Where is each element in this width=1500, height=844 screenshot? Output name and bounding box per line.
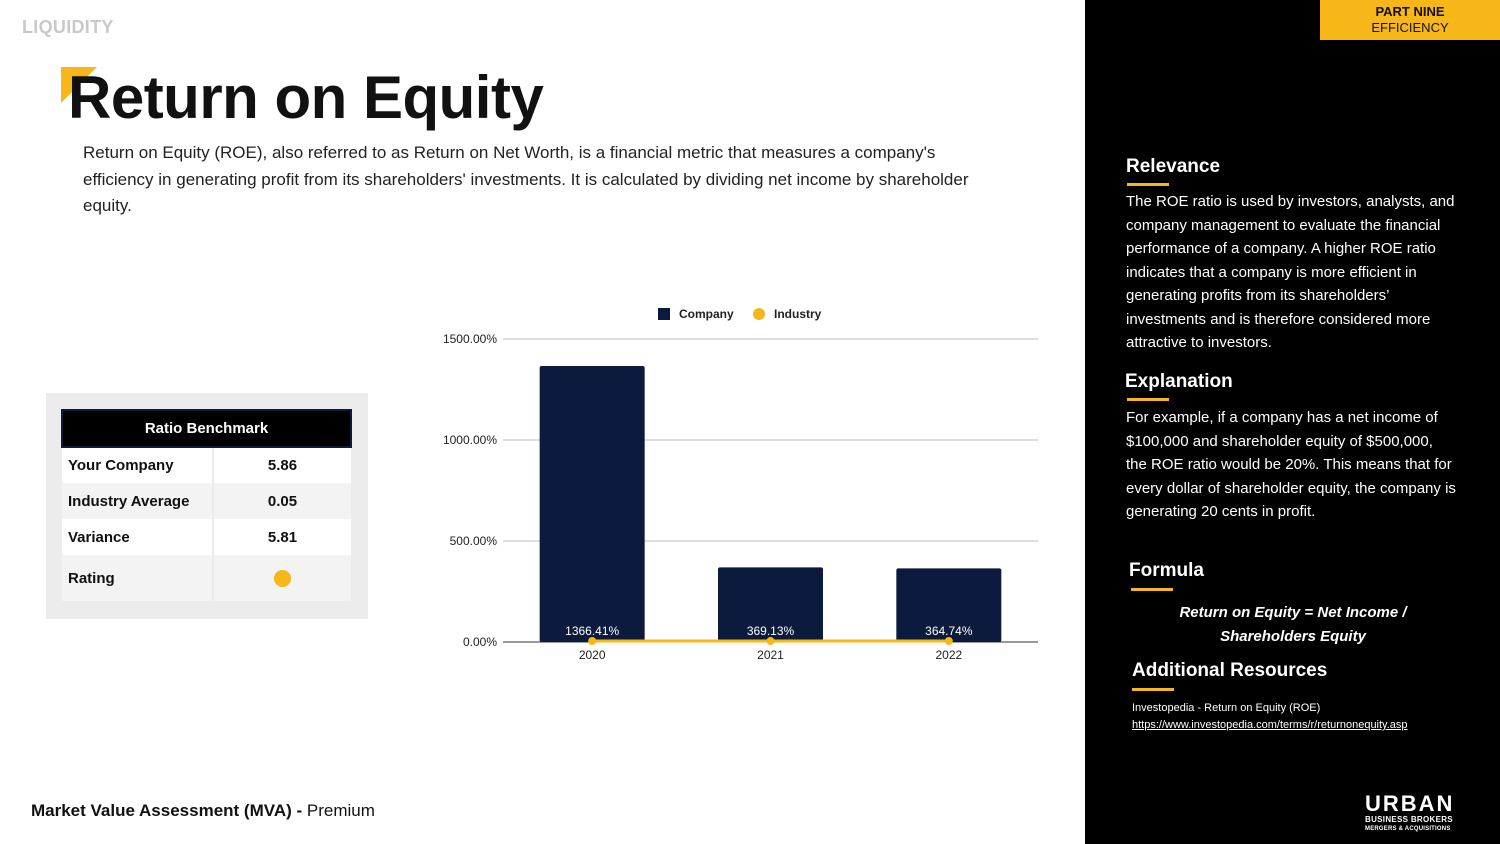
heading-underline [1132,688,1174,691]
section-tag: LIQUIDITY [22,17,114,37]
title-accent-shape [61,67,97,103]
rating-label: Rating [62,555,214,601]
explanation-heading: Explanation [1125,371,1233,392]
benchmark-value: 0.05 [213,483,351,519]
table-row: Industry Average 0.05 [62,483,351,519]
resources-heading: Additional Resources [1132,660,1328,681]
resource-link[interactable]: https://www.investopedia.com/terms/r/ret… [1132,719,1408,731]
legend-swatch-company [658,308,670,320]
bar-data-label: 364.74% [925,624,973,638]
legend-swatch-industry [753,308,765,320]
bar-data-label: 369.13% [747,624,795,638]
relevance-heading: Relevance [1126,156,1221,177]
intro-paragraph: Return on Equity (ROE), also referred to… [83,143,969,215]
y-tick-label: 1500.00% [443,332,497,346]
industry-point [766,636,775,645]
bar-data-label: 1366.41% [565,624,619,638]
industry-point [588,636,597,645]
x-tick-label: 2020 [579,648,606,662]
heading-underline [1127,398,1169,401]
benchmark-label: Variance [62,519,214,555]
logo-line2: MERGERS & ACQUISITIONS [1365,826,1451,832]
footer-title: Market Value Assessment (MVA) - [31,801,303,820]
table-row: Rating [62,555,351,601]
heading-underline [1131,588,1173,591]
info-sidebar [1085,0,1500,844]
company-bar [896,568,1002,642]
roe-bar-chart: 0.00% 500.00% 1000.00% 1500.00% 1366.41% 2020… [443,307,1038,662]
table-row: Variance 5.81 [62,519,351,555]
resources-list: Investopedia - Return on Equity (ROE) ht… [1132,700,1408,734]
logo-line1: BUSINESS BROKERS [1365,815,1453,824]
benchmark-value: 5.81 [213,519,351,555]
benchmark-label: Your Company [62,447,214,483]
industry-point [944,636,953,645]
resource-title: Investopedia - Return on Equity (ROE) [1132,702,1321,714]
relevance-text: The ROE ratio is used by investors, anal… [1126,193,1455,351]
table-row: Your Company 5.86 [62,447,351,483]
page-title: Return on Equity [68,64,544,131]
company-bar [718,567,823,642]
y-tick-label: 1000.00% [443,433,497,447]
benchmark-label: Industry Average [62,483,214,519]
benchmark-value: 5.86 [213,447,351,483]
x-tick-label: 2021 [757,648,784,662]
heading-underline [1127,183,1169,186]
y-tick-label: 500.00% [450,534,498,548]
y-tick-label: 0.00% [463,635,497,649]
part-tab-number: PART NINE [1375,4,1445,19]
urban-logo: URBAN BUSINESS BROKERS MERGERS & ACQUISI… [1365,793,1477,833]
part-tab-topic: EFFICIENCY [1371,20,1449,35]
footer: Market Value Assessment (MVA) - Premium [31,801,375,821]
rating-indicator [274,569,291,587]
explanation-text: For example, if a company has a net inco… [1126,409,1456,520]
formula-heading: Formula [1129,560,1204,581]
company-bar [539,365,645,642]
footer-tier: Premium [306,801,375,820]
x-tick-label: 2022 [935,648,962,662]
legend-label-industry: Industry [774,307,822,321]
legend-label-company: Company [679,307,734,321]
benchmark-table: Ratio Benchmark Your Company 5.86 Indust… [61,409,352,601]
formula-text: Return on Equity = Net Income / Sharehol… [1179,604,1407,645]
logo-wordmark: URBAN [1365,791,1455,816]
benchmark-header: Ratio Benchmark [61,409,352,448]
part-tab: PART NINE EFFICIENCY [1320,0,1500,40]
